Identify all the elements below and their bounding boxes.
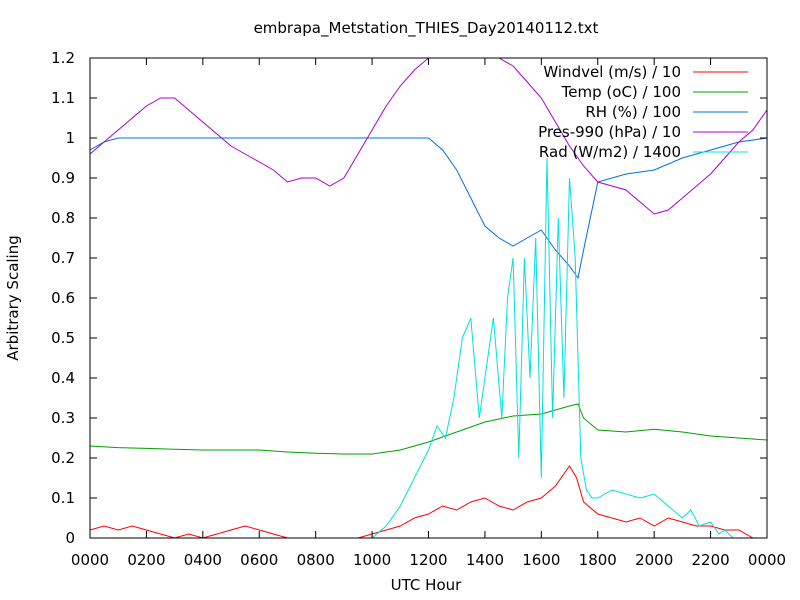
y-tick-label: 1 (65, 129, 75, 147)
y-tick-label: 0.7 (51, 249, 75, 267)
x-tick-label: 2200 (691, 551, 729, 569)
x-tick-label: 0400 (184, 551, 222, 569)
series-line-0 (89, 465, 767, 539)
y-tick-label: 0.5 (51, 329, 75, 347)
legend-label: Rad (W/m2) / 1400 (539, 143, 681, 161)
x-tick-label: 0600 (240, 551, 278, 569)
x-tick-label: 1000 (353, 551, 391, 569)
x-tick-label: 1200 (409, 551, 447, 569)
series-line-4 (90, 157, 767, 539)
legend-label: Pres-990 (hPa) / 10 (538, 123, 681, 141)
y-tick-label: 0.2 (51, 449, 75, 467)
x-axis-label: UTC Hour (391, 576, 462, 594)
legend-label: RH (%) / 100 (585, 103, 681, 121)
chart-title: embrapa_Metstation_THIES_Day20140112.txt (254, 19, 599, 38)
x-tick-label: 0200 (127, 551, 165, 569)
y-tick-label: 0.6 (51, 289, 75, 307)
y-tick-label: 0.8 (51, 209, 75, 227)
x-tick-label: 0000 (748, 551, 786, 569)
y-axis-label: Arbitrary Scaling (4, 235, 22, 361)
legend: Windvel (m/s) / 10 Temp (oC) / 100 RH (%) … (538, 63, 748, 161)
y-tick-label: 1.1 (51, 89, 75, 107)
y-tick-label: 0.4 (51, 369, 75, 387)
series-line-1 (89, 403, 768, 455)
legend-label: Windvel (m/s) / 10 (543, 63, 681, 81)
x-tick-label: 0000 (71, 551, 109, 569)
x-tick-label: 1600 (522, 551, 560, 569)
x-tick-label: 2000 (635, 551, 673, 569)
y-tick-label: 0.3 (51, 409, 75, 427)
x-tick-label: 1400 (466, 551, 504, 569)
y-tick-label: 1.2 (51, 49, 75, 67)
legend-label: Temp (oC) / 100 (561, 83, 681, 101)
y-tick-label: 0 (65, 529, 75, 547)
y-tick-label: 0.1 (51, 489, 75, 507)
x-tick-label: 0800 (297, 551, 335, 569)
x-tick-label: 1800 (579, 551, 617, 569)
series-line-2 (89, 137, 768, 280)
y-tick-label: 0.9 (51, 169, 75, 187)
